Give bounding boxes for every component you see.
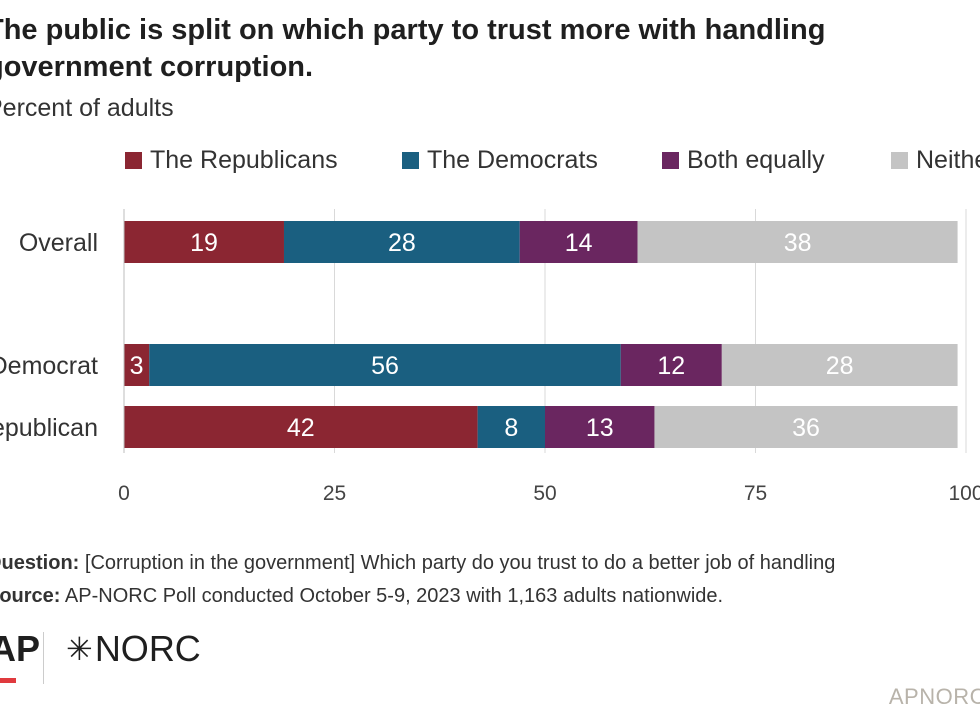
legend-swatch bbox=[125, 152, 142, 169]
data-label: 19 bbox=[190, 229, 218, 257]
legend-label: Neither bbox=[916, 146, 980, 174]
bar-segment bbox=[620, 344, 722, 386]
logo-divider bbox=[43, 632, 44, 684]
norc-logo-text: NORC bbox=[94, 628, 201, 669]
legend-item-democrats: The Democrats bbox=[402, 146, 598, 175]
bar-segment bbox=[283, 221, 520, 263]
data-label: 28 bbox=[388, 229, 416, 257]
chart-subtitle: Percent of adults bbox=[0, 94, 174, 122]
x-tick-label: 75 bbox=[744, 482, 767, 505]
bar-segment bbox=[124, 344, 150, 386]
legend-swatch bbox=[662, 152, 679, 169]
chart-legend: The Republicans The Democrats Both equal… bbox=[0, 146, 980, 180]
source-text: AP-NORC Poll conducted October 5-9, 2023… bbox=[64, 585, 724, 607]
ap-logo-accent bbox=[0, 678, 16, 683]
data-label: 28 bbox=[826, 352, 854, 380]
source-label: Source: bbox=[0, 585, 61, 607]
data-label: 42 bbox=[287, 414, 315, 442]
x-tick-label: 25 bbox=[323, 482, 346, 505]
data-label: 38 bbox=[784, 229, 812, 257]
bar-segment bbox=[149, 344, 621, 386]
legend-item-both-equally: Both equally bbox=[662, 146, 825, 175]
data-label: 56 bbox=[371, 352, 399, 380]
bar-segment bbox=[545, 406, 655, 448]
data-label: 8 bbox=[504, 414, 518, 442]
legend-label: The Republicans bbox=[150, 146, 338, 174]
chart-title: The public is split on which party to tr… bbox=[0, 12, 980, 86]
bar-segment bbox=[477, 406, 545, 448]
x-tick-label: 100 bbox=[948, 482, 980, 505]
chart-footer: Question: [Corruption in the government]… bbox=[0, 547, 835, 613]
legend-item-neither: Neither bbox=[891, 146, 980, 175]
question-label: Question: bbox=[0, 552, 80, 574]
legend-swatch bbox=[891, 152, 908, 169]
legend-label: Both equally bbox=[687, 146, 825, 174]
legend-label: The Democrats bbox=[427, 146, 598, 174]
question-text: [Corruption in the government] Which par… bbox=[84, 552, 836, 574]
bar-segment bbox=[124, 221, 284, 263]
source-note: Source: AP-NORC Poll conducted October 5… bbox=[0, 580, 835, 613]
chart-title-line-1: The public is split on which party to tr… bbox=[0, 14, 826, 46]
norc-star-icon: ✳ bbox=[66, 631, 93, 667]
x-tick-label: 50 bbox=[533, 482, 556, 505]
legend-swatch bbox=[402, 152, 419, 169]
brand-watermark: APNORC bbox=[888, 684, 980, 709]
bar-segment bbox=[519, 221, 638, 263]
bar-segment bbox=[637, 221, 958, 263]
norc-logo: ✳ NORC bbox=[66, 628, 201, 670]
data-label: 3 bbox=[130, 352, 144, 380]
bar-segment bbox=[654, 406, 958, 448]
chart-title-line-2: government corruption. bbox=[0, 51, 314, 83]
data-label: 36 bbox=[792, 414, 820, 442]
data-label: 12 bbox=[657, 352, 685, 380]
category-label: Democrat bbox=[0, 352, 98, 380]
x-tick-label: 0 bbox=[118, 482, 130, 505]
data-label: 14 bbox=[565, 229, 593, 257]
chart-plot: 0 25 50 75 100 Overall Democrat Republican 19 28 1… bbox=[0, 209, 980, 505]
ap-logo: AP bbox=[0, 628, 41, 669]
data-label: 13 bbox=[586, 414, 614, 442]
category-label: Republican bbox=[0, 414, 98, 442]
question-note: Question: [Corruption in the government]… bbox=[0, 547, 835, 580]
bar-segment bbox=[124, 406, 478, 448]
legend-item-republicans: The Republicans bbox=[125, 146, 338, 175]
category-label: Overall bbox=[19, 229, 98, 257]
bar-segment bbox=[721, 344, 958, 386]
